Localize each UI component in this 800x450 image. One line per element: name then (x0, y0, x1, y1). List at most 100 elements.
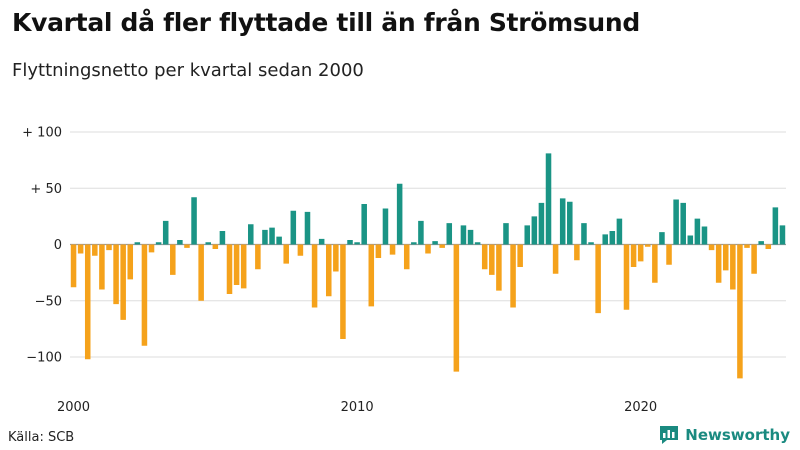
bar (694, 218, 701, 245)
bar (758, 241, 764, 245)
bar (340, 244, 346, 339)
bar (680, 202, 686, 245)
bar (106, 244, 112, 251)
bar (652, 244, 658, 283)
bar (567, 201, 573, 245)
bar (354, 242, 360, 245)
bar (361, 204, 367, 245)
bar (170, 244, 176, 275)
source-note: Källa: SCB (8, 430, 75, 445)
bar (155, 242, 162, 245)
bar (219, 231, 226, 245)
bar (637, 244, 644, 262)
bar (581, 223, 587, 245)
bar (496, 244, 502, 291)
chart-subtitle: Flyttningsnetto per kvartal sedan 2000 (12, 60, 364, 81)
bar (510, 244, 516, 308)
bar (177, 240, 183, 245)
bar (673, 199, 679, 245)
bar (425, 244, 431, 254)
bar (474, 242, 481, 245)
bar (120, 244, 126, 320)
bar (127, 244, 134, 280)
bar (722, 244, 729, 271)
bar (538, 202, 545, 245)
bar (602, 234, 608, 245)
bar (453, 244, 460, 372)
x-tick-label: 2000 (57, 400, 90, 415)
bar (545, 153, 552, 245)
bar (524, 225, 531, 245)
x-axis-ticks: 2000 2010 2020 (57, 400, 657, 415)
bar (588, 242, 594, 245)
bar (248, 224, 254, 245)
bar (240, 244, 247, 289)
bar (481, 244, 488, 270)
bar (368, 244, 375, 307)
bar (623, 244, 630, 310)
bar (304, 211, 311, 245)
x-tick-label: 2020 (624, 400, 657, 415)
bar (255, 244, 261, 270)
bar (730, 244, 736, 290)
bar (70, 244, 77, 288)
grid-lines (70, 131, 786, 358)
brand-name: Newsworthy (685, 426, 790, 444)
bar (382, 208, 389, 245)
bar (113, 244, 119, 305)
bar (531, 216, 538, 245)
bar (290, 210, 297, 245)
bar (375, 244, 382, 258)
bar (460, 225, 467, 245)
bar (318, 238, 325, 245)
bar (645, 244, 651, 247)
bar (262, 229, 268, 245)
bar (772, 207, 779, 245)
bar (276, 236, 282, 245)
bar (552, 244, 559, 274)
brand-logo[interactable]: Newsworthy (658, 424, 790, 446)
bar (205, 242, 211, 245)
bar (347, 240, 353, 245)
bar (411, 242, 417, 245)
bar (134, 242, 141, 245)
bars (70, 153, 786, 379)
bar (765, 244, 772, 249)
y-tick-label: −50 (35, 294, 62, 309)
x-tick-label: 2010 (341, 400, 374, 415)
bar (99, 244, 105, 290)
bar (751, 244, 757, 274)
bar (403, 244, 410, 270)
bar (418, 220, 424, 245)
bar (659, 232, 665, 245)
bar-chart-speech-bubble-icon (660, 426, 679, 444)
bar (737, 244, 743, 379)
y-tick-label: 0 (54, 238, 62, 253)
bar (517, 244, 523, 267)
bar (432, 241, 438, 245)
bar (325, 244, 332, 297)
y-axis-ticks: + 100 + 50 0 −50 −100 (22, 126, 62, 366)
bar (269, 227, 275, 245)
bar (141, 244, 148, 346)
y-tick-label: −100 (26, 351, 62, 366)
y-tick-label: + 100 (22, 126, 62, 141)
bar (212, 244, 219, 249)
bar (687, 235, 694, 245)
bar (389, 244, 396, 255)
bar (609, 231, 616, 245)
bar (489, 244, 495, 275)
bar (226, 244, 233, 294)
bar (616, 218, 623, 245)
bar (92, 244, 98, 256)
bar (744, 244, 750, 248)
bar (708, 244, 715, 251)
bar (84, 244, 91, 360)
bar (162, 220, 169, 245)
bar (77, 244, 84, 254)
bar (297, 244, 304, 256)
bar (559, 198, 566, 245)
bar (184, 244, 190, 248)
bar (333, 244, 339, 272)
